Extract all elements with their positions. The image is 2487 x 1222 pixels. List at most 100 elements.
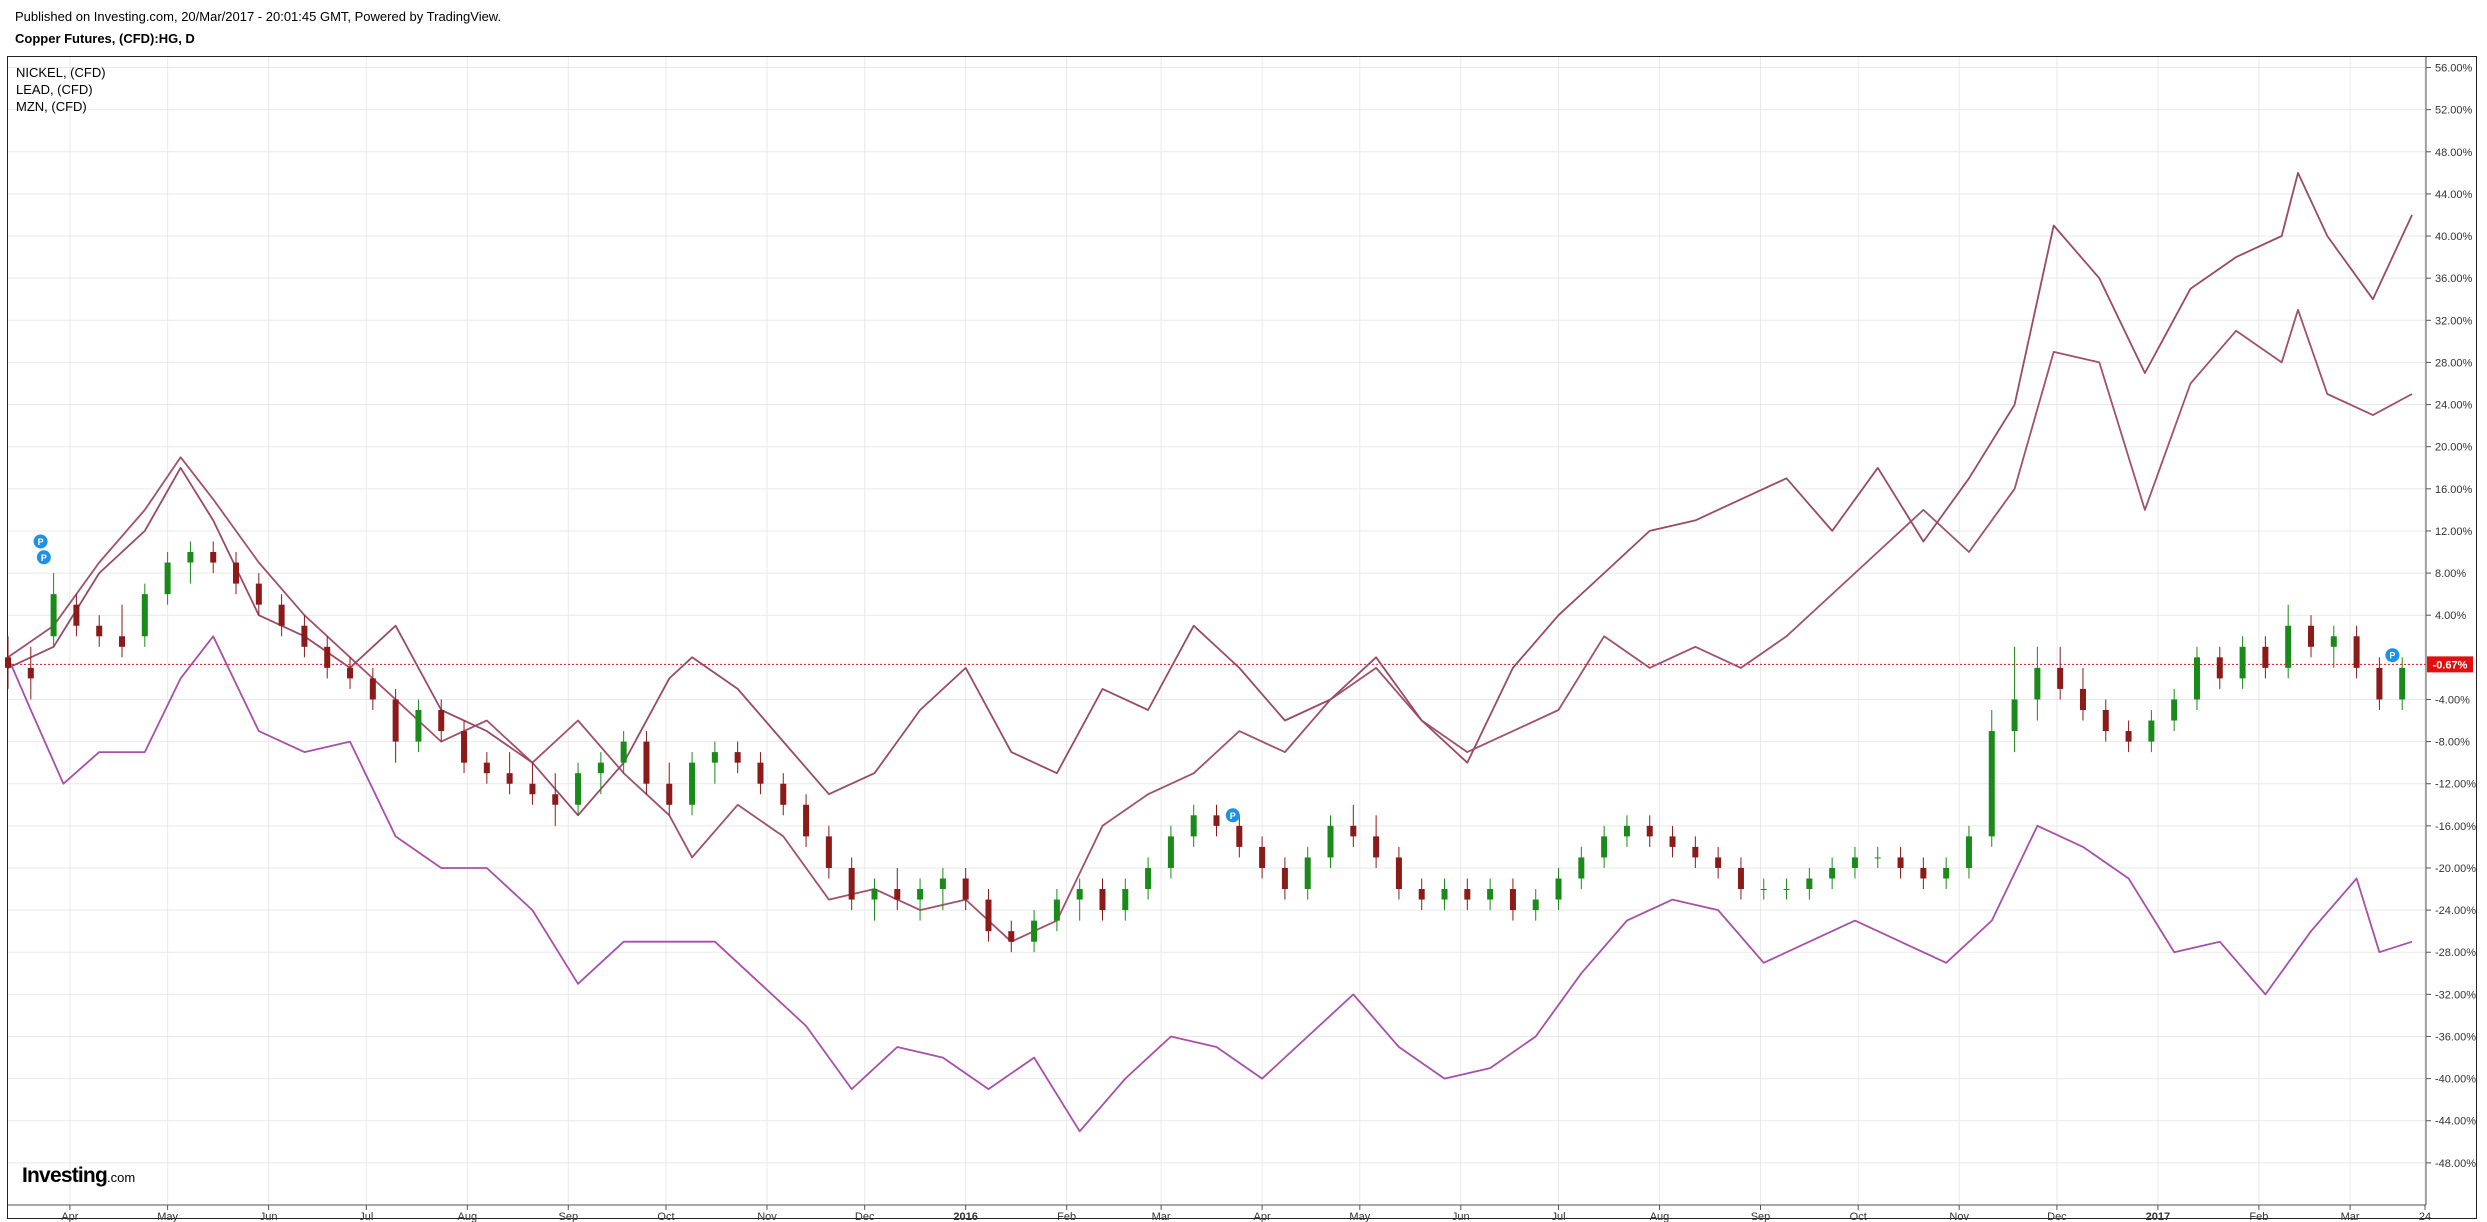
candle-body [2193,657,2200,700]
candle-body [1053,899,1060,921]
candle-body [1669,836,1676,847]
candle-body [734,752,741,763]
y-tick-label: 8.00% [2435,568,2466,580]
event-marker-label: P [41,553,47,563]
candle-body [1623,825,1630,837]
candle-body [1076,889,1083,900]
candle-body [1031,920,1038,942]
candle-body [1578,857,1585,879]
last-value-label: -0.67% [2433,659,2468,671]
x-tick-label: Apr [1254,1211,1271,1222]
lead-line [7,172,2413,817]
candle-body [1760,889,1767,891]
candle-body [2034,667,2041,700]
candle-body [210,552,217,563]
x-tick-label: Oct [1850,1211,1867,1222]
x-tick-label: Jul [1551,1211,1565,1222]
y-tick-label: -20.00% [2435,863,2476,875]
candle-body [1395,857,1402,890]
y-tick-label: 44.00% [2435,189,2473,201]
candle-body [939,878,946,890]
x-tick-label: Jun [260,1211,278,1222]
y-tick-label: -40.00% [2435,1074,2476,1086]
axes: 56.00% 52.00% 48.00% 44.00% 40.00% 36.00% 32.0… [8,57,2476,1222]
y-tick-label: -32.00% [2435,989,2476,1001]
candle-body [871,889,878,900]
candle-body [2057,667,2064,689]
legend-item-nickel[interactable]: NICKEL, (CFD) [16,65,106,80]
mzn-line [7,635,2413,1133]
candle-body [347,667,354,679]
candle-body [141,594,148,637]
x-tick-label: Feb [1057,1211,1076,1222]
candle-body [1281,867,1288,890]
candle-body [369,678,376,700]
candle-body [2171,699,2178,721]
y-tick-label: 20.00% [2435,442,2473,454]
candle-body [50,594,57,637]
candle-body [620,741,627,763]
legend-item-mzn[interactable]: MZN, (CFD) [16,99,87,114]
candle-body [2239,646,2246,679]
nickel-line [7,308,2413,943]
x-tick-label: 2017 [2146,1211,2170,1222]
candle-body [483,762,490,774]
candle-body [711,752,718,763]
y-tick-label: 16.00% [2435,484,2473,496]
y-tick-label: 32.00% [2435,315,2473,327]
y-tick-label: -12.00% [2435,779,2476,791]
x-tick-label: Jun [1452,1211,1470,1222]
x-tick-label: Nov [1949,1211,1969,1222]
candle-body [2102,709,2109,732]
candle-body [233,562,240,584]
candle-body [1920,867,1927,879]
event-marker-label: P [1230,811,1236,821]
y-tick-label: -8.00% [2435,737,2470,749]
candle-body [1099,889,1106,911]
x-tick-label: Dec [2047,1211,2067,1222]
candle-body [1259,846,1266,868]
y-tick-label: 36.00% [2435,273,2473,285]
y-tick-label: 28.00% [2435,357,2473,369]
y-tick-label: -24.00% [2435,905,2476,917]
candle-body [848,867,855,900]
y-tick-label: -48.00% [2435,1158,2476,1170]
candle-body [2011,699,2018,732]
candle-body [461,731,468,763]
candle-body [575,773,582,805]
candle-body [1167,836,1174,868]
x-tick-label: Apr [61,1211,78,1222]
candle-body [2399,667,2406,700]
candle-body [96,625,103,637]
candle-body [1509,889,1516,911]
x-tick-label: Aug [1650,1211,1670,1222]
candle-body [301,625,308,647]
candle-body [780,783,787,805]
y-tick-label: 4.00% [2435,610,2466,622]
candle-body [666,783,673,805]
event-marker-label: P [2389,651,2395,661]
x-tick-label: Jul [359,1211,373,1222]
last-value-badge [2427,656,2473,673]
candle-body [119,636,126,647]
candle-body [1601,836,1608,858]
x-tick-label: 24 [2419,1211,2431,1222]
candle-body [2330,636,2337,647]
x-tick-label: Aug [458,1211,478,1222]
event-marker-badge [36,550,51,565]
y-tick-label: 24.00% [2435,400,2473,412]
legend-item-lead[interactable]: LEAD, (CFD) [16,82,93,97]
y-tick-label: -4.00% [2435,694,2470,706]
candle-body [2125,731,2132,742]
candle-body [757,762,764,784]
candle-body [962,878,969,900]
candle-body [2262,646,2269,668]
logo-suffix: .com [106,1170,136,1185]
candle-body [1327,825,1334,858]
candle-body [392,699,399,742]
candle-body [1943,867,1950,879]
x-tick-label: May [1349,1211,1370,1222]
event-marker-badge [33,534,48,549]
candle-body [1190,815,1197,837]
